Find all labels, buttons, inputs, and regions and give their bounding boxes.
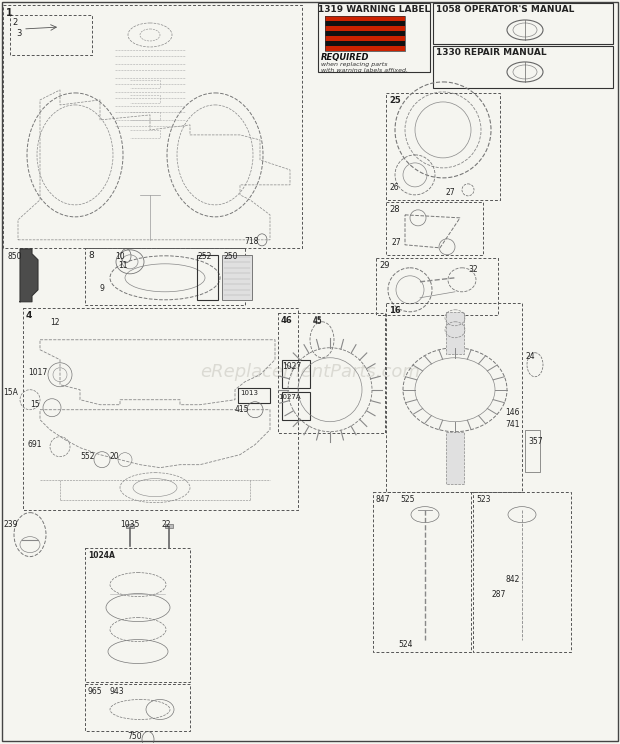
Bar — [386, 202, 483, 254]
Text: 15: 15 — [30, 400, 40, 408]
Text: 11: 11 — [118, 261, 128, 270]
Bar — [386, 303, 522, 492]
Text: 524: 524 — [398, 640, 412, 649]
Text: 12: 12 — [50, 318, 60, 327]
Text: 691: 691 — [28, 440, 43, 449]
Bar — [85, 684, 190, 731]
Bar — [446, 312, 464, 353]
Bar — [325, 16, 405, 51]
Text: 250: 250 — [224, 251, 239, 261]
Bar — [282, 360, 310, 388]
Text: 965: 965 — [88, 687, 103, 696]
Bar — [325, 36, 405, 41]
Text: 16: 16 — [389, 306, 401, 315]
Text: 1: 1 — [6, 8, 13, 18]
Text: 1027: 1027 — [282, 362, 301, 371]
Bar — [325, 31, 405, 36]
Text: 2: 2 — [12, 18, 17, 27]
Text: 1058 OPERATOR'S MANUAL: 1058 OPERATOR'S MANUAL — [436, 5, 574, 14]
Text: 22: 22 — [162, 519, 172, 529]
Text: 27: 27 — [392, 238, 402, 247]
Text: REQUIRED: REQUIRED — [321, 53, 370, 62]
Text: 32: 32 — [468, 265, 477, 274]
Text: 15A: 15A — [3, 388, 18, 397]
Text: eReplacementParts.com: eReplacementParts.com — [200, 363, 420, 381]
Text: 552: 552 — [80, 452, 94, 461]
Bar — [325, 46, 405, 51]
Bar — [446, 432, 464, 484]
Bar — [386, 93, 500, 200]
Bar — [282, 392, 310, 420]
Text: 1330 REPAIR MANUAL: 1330 REPAIR MANUAL — [436, 48, 547, 57]
Text: 10: 10 — [115, 251, 125, 261]
Text: 287: 287 — [492, 589, 507, 599]
Text: with warning labels affixed.: with warning labels affixed. — [321, 68, 408, 73]
Text: 1027A: 1027A — [278, 394, 301, 400]
Text: 741: 741 — [505, 420, 520, 429]
Text: 25: 25 — [389, 96, 401, 105]
Bar — [10, 15, 92, 55]
Text: 943: 943 — [110, 687, 125, 696]
Text: 847: 847 — [376, 495, 391, 504]
Text: 29: 29 — [379, 261, 389, 270]
Bar — [433, 46, 613, 88]
Bar — [278, 312, 385, 433]
Bar — [325, 16, 405, 21]
Text: 252: 252 — [197, 251, 211, 261]
Text: 523: 523 — [476, 495, 490, 504]
Bar — [325, 26, 405, 31]
Bar — [473, 492, 571, 652]
Text: 842: 842 — [505, 574, 520, 583]
Text: 3: 3 — [16, 29, 21, 38]
Bar — [318, 3, 430, 72]
Polygon shape — [20, 248, 38, 302]
Text: 20: 20 — [110, 452, 120, 461]
Text: 27: 27 — [446, 188, 456, 197]
Bar — [433, 3, 613, 44]
Text: 1013: 1013 — [240, 390, 258, 396]
Text: 1017: 1017 — [28, 368, 47, 376]
Bar — [85, 248, 245, 305]
Text: 8: 8 — [88, 251, 94, 260]
Bar — [373, 492, 471, 652]
Text: 239: 239 — [3, 519, 17, 529]
Text: 9: 9 — [100, 283, 105, 293]
Bar — [222, 254, 252, 300]
Text: 26: 26 — [389, 183, 399, 192]
Text: 718: 718 — [244, 237, 259, 246]
Bar — [165, 524, 173, 527]
Text: 850: 850 — [8, 251, 22, 261]
Text: 46: 46 — [281, 315, 293, 325]
Text: 1319 WARNING LABEL: 1319 WARNING LABEL — [318, 5, 430, 14]
Text: 750: 750 — [127, 733, 141, 742]
Text: 1035: 1035 — [120, 519, 140, 529]
Bar — [376, 258, 498, 315]
Bar — [23, 308, 298, 510]
Bar — [238, 388, 270, 403]
Text: 4: 4 — [26, 311, 32, 320]
Bar — [85, 548, 190, 682]
Bar — [325, 21, 405, 26]
Text: 24: 24 — [525, 352, 534, 361]
Text: 146: 146 — [505, 408, 520, 417]
Bar — [126, 524, 134, 527]
Bar — [3, 5, 302, 248]
Bar — [197, 254, 218, 300]
Text: 45: 45 — [313, 317, 323, 326]
Bar — [525, 430, 540, 472]
Bar — [325, 41, 405, 46]
Text: 415: 415 — [235, 405, 249, 414]
Text: 357: 357 — [528, 437, 542, 446]
Text: 28: 28 — [389, 205, 400, 214]
Text: 1024A: 1024A — [88, 551, 115, 559]
Text: 525: 525 — [400, 495, 415, 504]
Text: 45: 45 — [313, 315, 323, 325]
Text: when replacing parts: when replacing parts — [321, 62, 388, 67]
